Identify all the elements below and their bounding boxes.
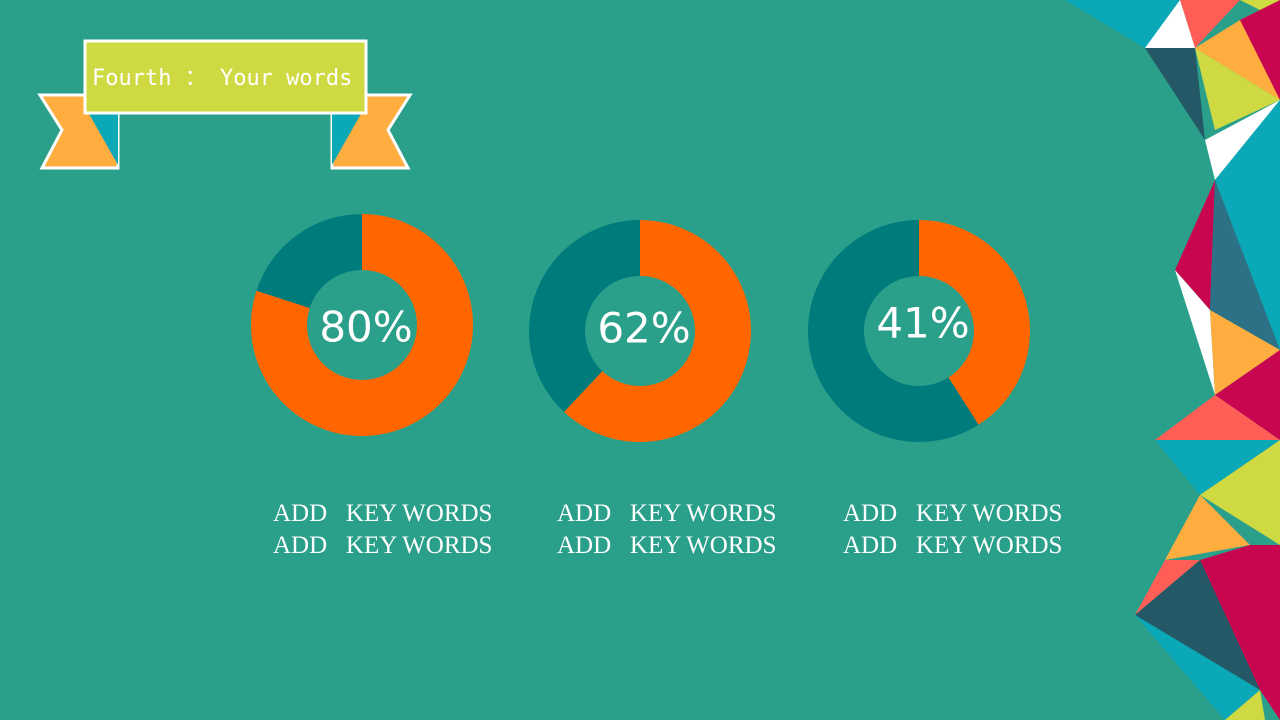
donut-segment [529,220,640,412]
caption: ADD KEY WORDS [843,532,1062,559]
caption: ADD KEY WORDS [557,500,776,527]
caption: ADD KEY WORDS [273,500,492,527]
value-label: 62% [597,304,690,353]
donut-segment [256,214,362,309]
banner-title: Fourth ： Your words [92,66,352,91]
donut-segment [808,220,979,442]
decoration [1065,0,1280,720]
value-label: 41% [876,299,969,348]
donut-segment [251,214,473,437]
value-label: 80% [319,303,412,352]
caption: ADD KEY WORDS [273,532,492,559]
donut-segment [919,220,1030,425]
caption: ADD KEY WORDS [843,500,1062,527]
donut-segment [564,220,751,442]
caption: ADD KEY WORDS [557,532,776,559]
banner: Fourth ： Your words [37,39,413,170]
